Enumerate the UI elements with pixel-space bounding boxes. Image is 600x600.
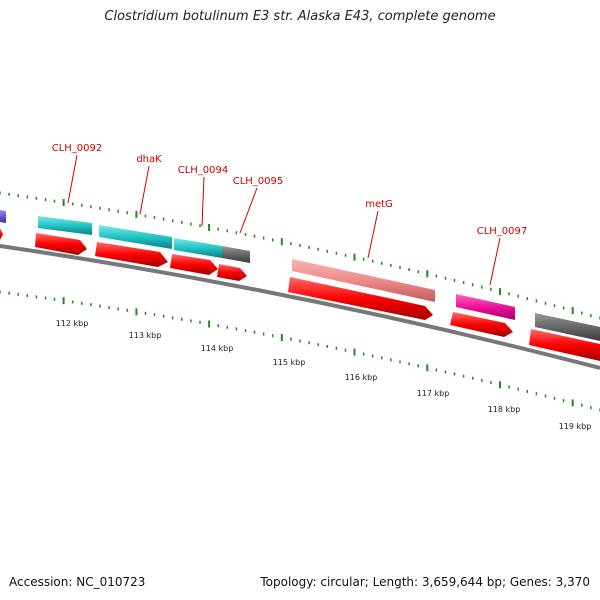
kbp-label: 117 kbp	[417, 389, 450, 398]
feature-clh-0095[interactable]	[222, 246, 250, 263]
gene-labels: CLH_0092 dhaK CLH_0094 CLH_0095 metG CLH…	[52, 143, 528, 237]
kbp-label: 116 kbp	[345, 373, 378, 382]
feature-dhak[interactable]	[99, 225, 172, 249]
cds-arrow-dhak[interactable]	[95, 242, 168, 267]
kbp-label: 112 kbp	[56, 319, 89, 328]
feature-metg[interactable]	[292, 259, 435, 302]
upper-tick-row	[0, 191, 600, 320]
kbp-label: 115 kbp	[273, 358, 306, 367]
accession-label: Accession: NC_010723	[9, 575, 146, 589]
cds-arrow-right[interactable]	[529, 329, 600, 361]
gene-label-dhak[interactable]: dhaK	[136, 154, 162, 165]
feature-gray-right[interactable]	[535, 313, 600, 341]
cds-arrow-clh-0094[interactable]	[170, 254, 218, 275]
cds-arrow-clh-0092[interactable]	[35, 233, 87, 255]
kbp-labels: 112 kbp 113 kbp 114 kbp 115 kbp 116 kbp …	[56, 319, 592, 431]
gene-label-clh-0092[interactable]: CLH_0092	[52, 143, 103, 154]
cds-arrow-clh-0097[interactable]	[450, 312, 513, 337]
feature-clh-0094[interactable]	[174, 238, 222, 258]
genome-backbone	[0, 244, 600, 370]
gene-label-clh-0097[interactable]: CLH_0097	[477, 226, 528, 237]
cds-arrow-clh-0095[interactable]	[217, 264, 247, 281]
feature-clh-0097[interactable]	[456, 294, 515, 320]
cds-arrow-partial[interactable]	[0, 228, 3, 240]
gene-label-clh-0094[interactable]: CLH_0094	[178, 165, 229, 176]
label-leaders	[67, 154, 501, 286]
gene-label-metg[interactable]: metG	[365, 199, 393, 210]
lower-tick-row	[0, 290, 600, 412]
cds-arrow-track	[0, 228, 600, 361]
feature-track	[0, 210, 600, 341]
topology-summary: Topology: circular; Length: 3,659,644 bp…	[260, 575, 590, 589]
gene-label-clh-0095[interactable]: CLH_0095	[233, 176, 284, 187]
map-title: Clostridium botulinum E3 str. Alaska E43…	[104, 9, 496, 24]
feature-clh-0092[interactable]	[38, 216, 92, 235]
feature-purple[interactable]	[0, 210, 6, 223]
kbp-label: 114 kbp	[201, 344, 234, 353]
kbp-label: 118 kbp	[488, 405, 521, 414]
cds-arrow-metg[interactable]	[288, 277, 433, 320]
kbp-label: 119 kbp	[559, 422, 592, 431]
kbp-label: 113 kbp	[129, 331, 162, 340]
